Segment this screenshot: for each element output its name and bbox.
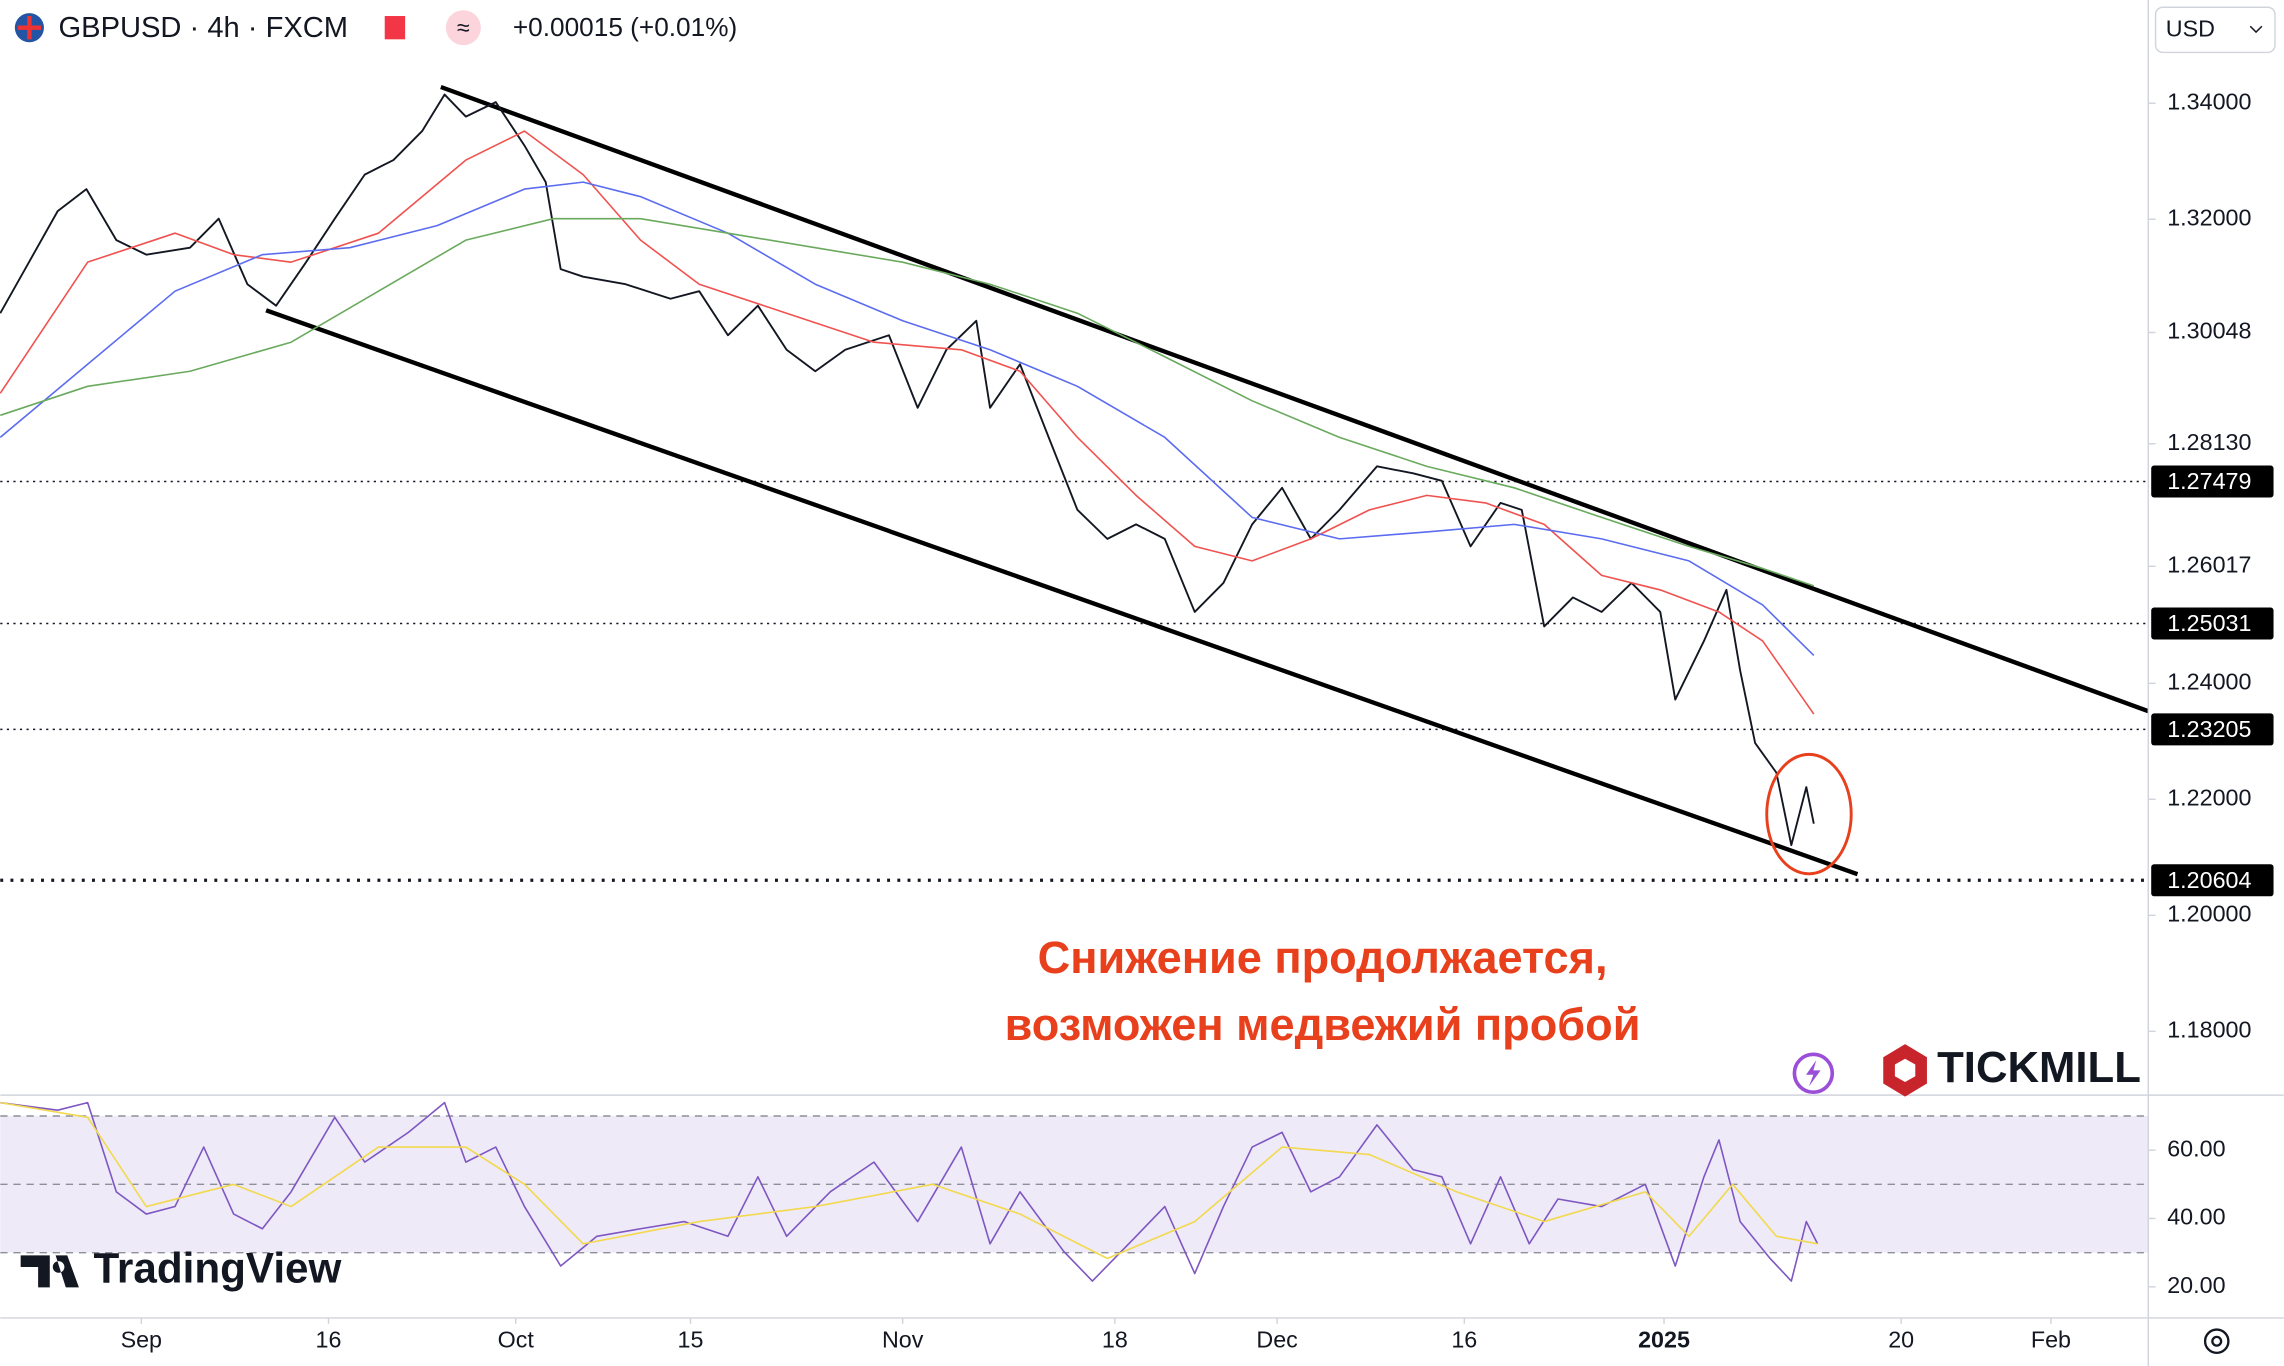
annotation: возможен медвежий пробой — [1005, 999, 1641, 1050]
series-line — [0, 130, 1815, 715]
y-tick-label: 1.34000 — [2167, 88, 2251, 114]
y-tick-label: 1.26017 — [2167, 551, 2251, 577]
y-tick-label: 1.28130 — [2167, 429, 2251, 455]
broker-logo-inner — [1894, 1058, 1916, 1083]
price-level-label: 1.27479 — [2167, 468, 2251, 494]
x-tick-label: Dec — [1256, 1326, 1298, 1352]
series-line — [0, 1101, 1819, 1282]
dropdown-arrow — [2249, 25, 2263, 34]
price-level-box — [2151, 465, 2274, 498]
price-level-box — [2151, 607, 2274, 640]
platform-logo: TradingView — [93, 1244, 341, 1291]
flag-marker[interactable] — [384, 16, 406, 40]
x-tick-label: 20 — [1888, 1326, 1914, 1352]
flag-cross — [17, 16, 42, 40]
price-level-label: 1.25031 — [2167, 610, 2251, 636]
y-tick-label: 1.32000 — [2167, 204, 2251, 230]
currency-select[interactable] — [2154, 6, 2276, 54]
highlight-ellipse — [1765, 752, 1853, 876]
y-tick-label: 20.00 — [2167, 1272, 2225, 1298]
x-tick-label: 18 — [1102, 1326, 1128, 1352]
y-tick-label: 1.22000 — [2167, 784, 2251, 810]
plot-layer: 1.34000 1.32000 1.30048 1.28130 1.26017 1.240… — [0, 84, 2274, 1352]
y-tick-label: 1.18000 — [2167, 1016, 2251, 1042]
annotation: Снижение продолжается, — [1038, 932, 1608, 983]
x-tick-label: Sep — [121, 1326, 162, 1352]
price-level-box — [2151, 864, 2274, 897]
lightning-glyph — [1806, 1060, 1821, 1087]
indicator-glyph: ≈ — [457, 14, 470, 40]
y-tick-label: 1.30048 — [2167, 318, 2251, 344]
trend-line — [265, 308, 1859, 877]
x-tick-label: 16 — [316, 1326, 342, 1352]
y-tick-label: 1.24000 — [2167, 668, 2251, 694]
price-level-box — [2151, 713, 2274, 746]
symbol-title[interactable]: GBPUSD · 4h · FXCM — [59, 12, 349, 44]
y-tick-label: 1.20000 — [2167, 900, 2251, 926]
price-level-label: 1.23205 — [2167, 716, 2251, 742]
x-tick-label: 15 — [678, 1326, 704, 1352]
x-tick-label: Oct — [498, 1326, 535, 1352]
trend-line — [440, 84, 2150, 714]
broker-logo: TICKMILL — [1937, 1043, 2141, 1092]
series-line — [0, 93, 1815, 847]
lightning-icon[interactable] — [1792, 1052, 1835, 1095]
settings-icon[interactable] — [2203, 1328, 2230, 1355]
y-tick-label: 40.00 — [2167, 1204, 2225, 1230]
settings-hub — [2211, 1335, 2223, 1347]
price-change: +0.00015 (+0.01%) — [513, 12, 737, 42]
settings-gear — [2203, 1328, 2230, 1355]
indicator-icon[interactable] — [445, 10, 481, 46]
series-line — [0, 217, 1815, 587]
price-level-label: 1.20604 — [2167, 867, 2251, 893]
currency-label: USD — [2166, 16, 2215, 42]
y-tick-label: 60.00 — [2167, 1135, 2225, 1161]
series-line — [0, 1101, 1818, 1260]
x-tick-label: Nov — [882, 1326, 924, 1352]
x-tick-label: 16 — [1451, 1326, 1477, 1352]
x-tick-label: 2025 — [1638, 1326, 1690, 1352]
platform-logo-icon — [20, 1255, 79, 1288]
x-tick-label: Feb — [2031, 1326, 2071, 1352]
series-line — [0, 181, 1815, 657]
